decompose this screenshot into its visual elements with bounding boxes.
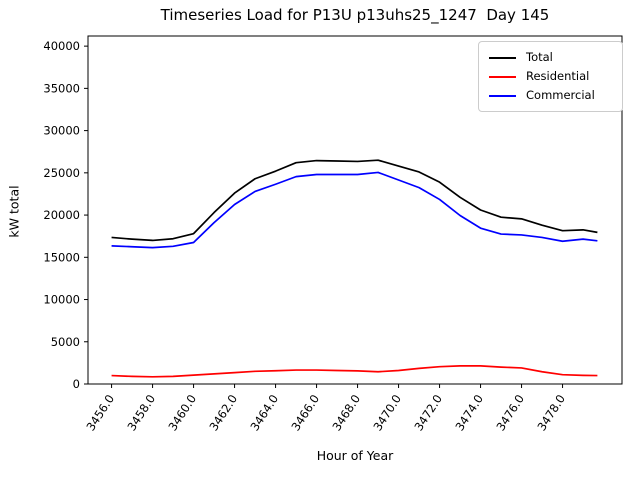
x-tick-label: 3460.0 (165, 392, 199, 433)
legend-label-commercial: Commercial (526, 88, 595, 102)
legend-entry-total: Total (489, 48, 618, 67)
chart-title: Timeseries Load for P13U p13uhs25_1247 D… (160, 6, 550, 24)
legend-entry-commercial: Commercial (489, 86, 618, 105)
series-line-residential (111, 364, 598, 378)
y-tick-label: 25000 (43, 166, 80, 180)
axes-frame (87, 35, 623, 385)
x-tick-label: 3472.0 (411, 392, 445, 433)
x-tick-label: 3476.0 (493, 392, 527, 433)
y-tick-label: 15000 (43, 250, 80, 264)
y-tick-label: 5000 (51, 335, 80, 349)
x-tick-label: 3466.0 (288, 392, 322, 433)
y-tick-label: 40000 (43, 39, 80, 53)
y-tick-label: 30000 (43, 124, 80, 138)
y-tick-label: 0 (73, 377, 80, 391)
y-axis-label: kW total (6, 185, 22, 238)
total-line-swatch-icon (489, 56, 516, 59)
legend-label-total: Total (526, 50, 553, 64)
residential-line-swatch-icon (489, 75, 516, 78)
legend: Total Residential Commercial (478, 41, 623, 112)
legend-entry-residential: Residential (489, 67, 618, 86)
legend-label-residential: Residential (526, 69, 590, 83)
x-tick-label: 3470.0 (370, 392, 404, 433)
y-tick-label: 10000 (43, 293, 80, 307)
y-tick-label: 35000 (43, 81, 80, 95)
x-tick-label: 3478.0 (534, 392, 568, 433)
x-tick-label: 3458.0 (124, 392, 158, 433)
x-tick-label: 3468.0 (329, 392, 363, 433)
y-tick-label: 20000 (43, 208, 80, 222)
x-tick-label: 3456.0 (83, 392, 117, 433)
series-line-commercial (111, 171, 598, 249)
x-tick-label: 3462.0 (206, 392, 240, 433)
series-line-total (111, 159, 598, 242)
commercial-line-swatch-icon (489, 94, 516, 97)
x-tick-label: 3474.0 (452, 392, 486, 433)
x-axis-label: Hour of Year (316, 448, 394, 463)
x-tick-label: 3464.0 (247, 392, 281, 433)
